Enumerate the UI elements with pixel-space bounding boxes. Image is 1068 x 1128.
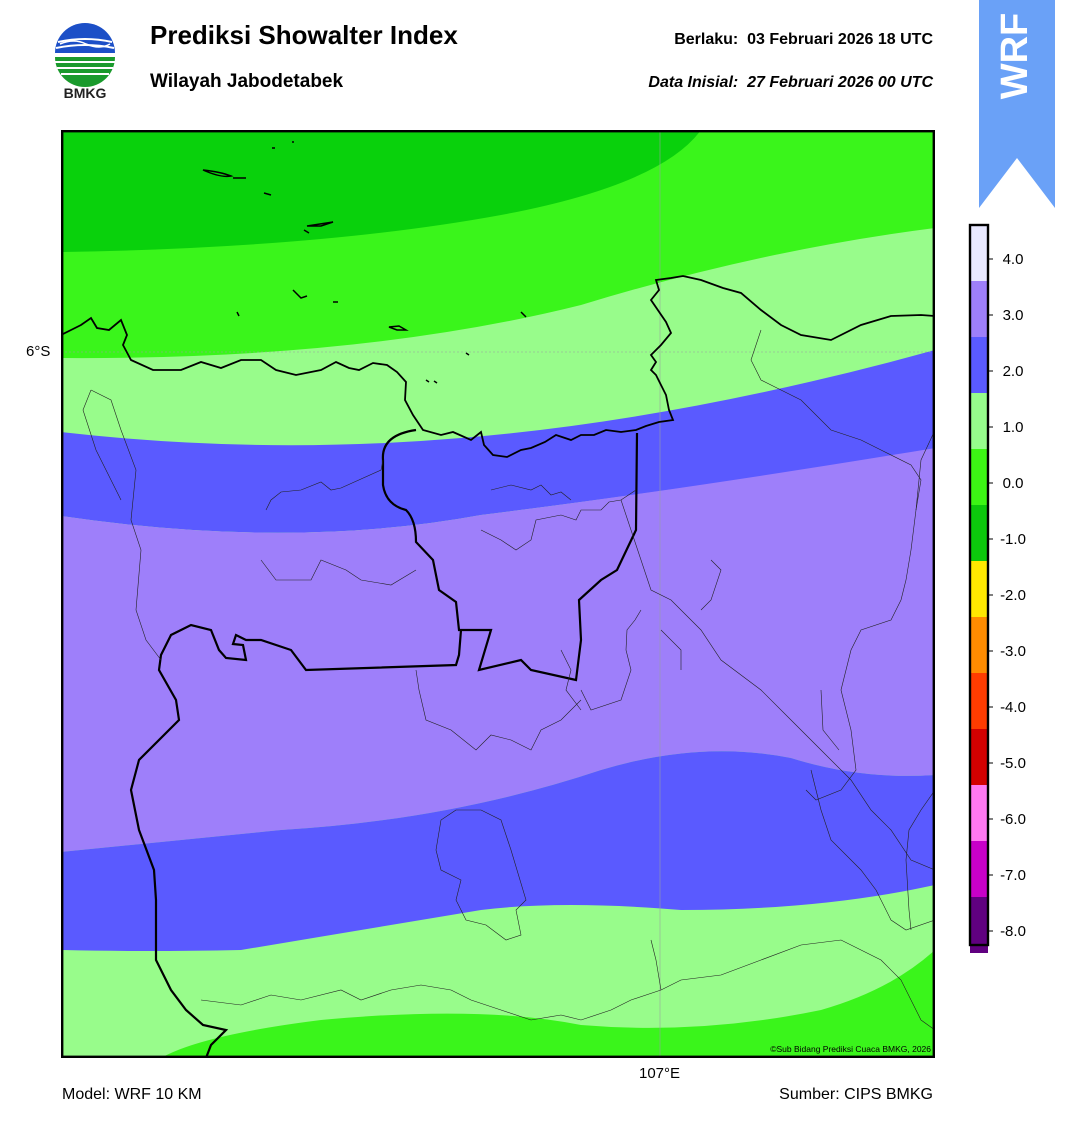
init-value: 27 Februari 2026 00 UTC [747, 74, 933, 91]
colorbar-tick-label: 0.0 [1003, 475, 1024, 492]
valid-label: Berlaku: [674, 31, 739, 48]
field-blue-lower [63, 751, 933, 951]
colorbar-segment [970, 729, 988, 785]
colorbar-border [968, 223, 990, 947]
region-subtitle: Wilayah Jabodetabek [150, 71, 344, 92]
init-time: Data Inisial: 27 Februari 2026 00 UTC [648, 74, 933, 92]
colorbar-segment [970, 449, 988, 505]
field-blue-upper [63, 350, 933, 533]
colorbar-tick-label: -3.0 [1000, 643, 1026, 660]
lon-label-107e: 107°E [639, 1065, 681, 1082]
colorbar-segment [970, 673, 988, 729]
init-label: Data Inisial: [648, 74, 739, 91]
field-purple [63, 448, 933, 852]
province-border [381, 428, 639, 682]
valid-time: Berlaku: 03 Februari 2026 18 UTC [674, 31, 933, 49]
colorbar-tick-label: -1.0 [1000, 531, 1026, 548]
colorbar-segment [970, 225, 988, 281]
bmkg-logo: BMKG [52, 20, 118, 102]
colorbar-tick-label: -4.0 [1000, 699, 1026, 716]
colorbar-segment [970, 337, 988, 393]
colorbar-tick-label: 4.0 [1003, 251, 1024, 268]
colorbar-segment [970, 785, 988, 841]
colorbar-legend: 4.0 3.0 2.0 1.0 0.0 -1.0 -2.0 -3.0 -4.0 -5.0 -6.0 -… [968, 222, 1058, 968]
colorbar-tick-label: -6.0 [1000, 811, 1026, 828]
colorbar-segment [970, 281, 988, 337]
colorbar-tick-label: 3.0 [1003, 307, 1024, 324]
field-green-bottom [164, 951, 933, 1056]
source-label: Sumber: CIPS BMKG [779, 1086, 933, 1103]
colorbar-tick-label: 2.0 [1003, 363, 1024, 380]
colorbar-segment [970, 505, 988, 561]
wrf-banner: WRF [979, 0, 1055, 208]
islands [202, 141, 527, 384]
coastline [63, 275, 933, 458]
map-copyright: ©Sub Bidang Prediksi Cuaca BMKG, 2026 [770, 1044, 931, 1054]
colorbar-segment [970, 393, 988, 449]
logo-text: BMKG [64, 85, 107, 101]
valid-value: 03 Februari 2026 18 UTC [747, 31, 933, 48]
map-panel: ©Sub Bidang Prediksi Cuaca BMKG, 2026 [61, 130, 935, 1058]
wrf-text: WRF [994, 13, 1036, 100]
lat-label-6s: 6°S [26, 343, 51, 360]
colorbar-segment [970, 841, 988, 897]
colorbar-segment [970, 897, 988, 953]
colorbar-segment [970, 561, 988, 617]
colorbar-segment [970, 617, 988, 673]
colorbar-tick-label: 1.0 [1003, 419, 1024, 436]
province-border-west [129, 623, 463, 1056]
model-label: Model: WRF 10 KM [62, 1086, 202, 1103]
colorbar-tick-label: -8.0 [1000, 923, 1026, 940]
field-darkgreen-top [63, 132, 700, 252]
page-title: Prediksi Showalter Index [150, 20, 458, 50]
district-borders [82, 329, 933, 1029]
colorbar-tick-label: -7.0 [1000, 867, 1026, 884]
colorbar-tick-label: -5.0 [1000, 755, 1026, 772]
colorbar-tick-label: -2.0 [1000, 587, 1026, 604]
